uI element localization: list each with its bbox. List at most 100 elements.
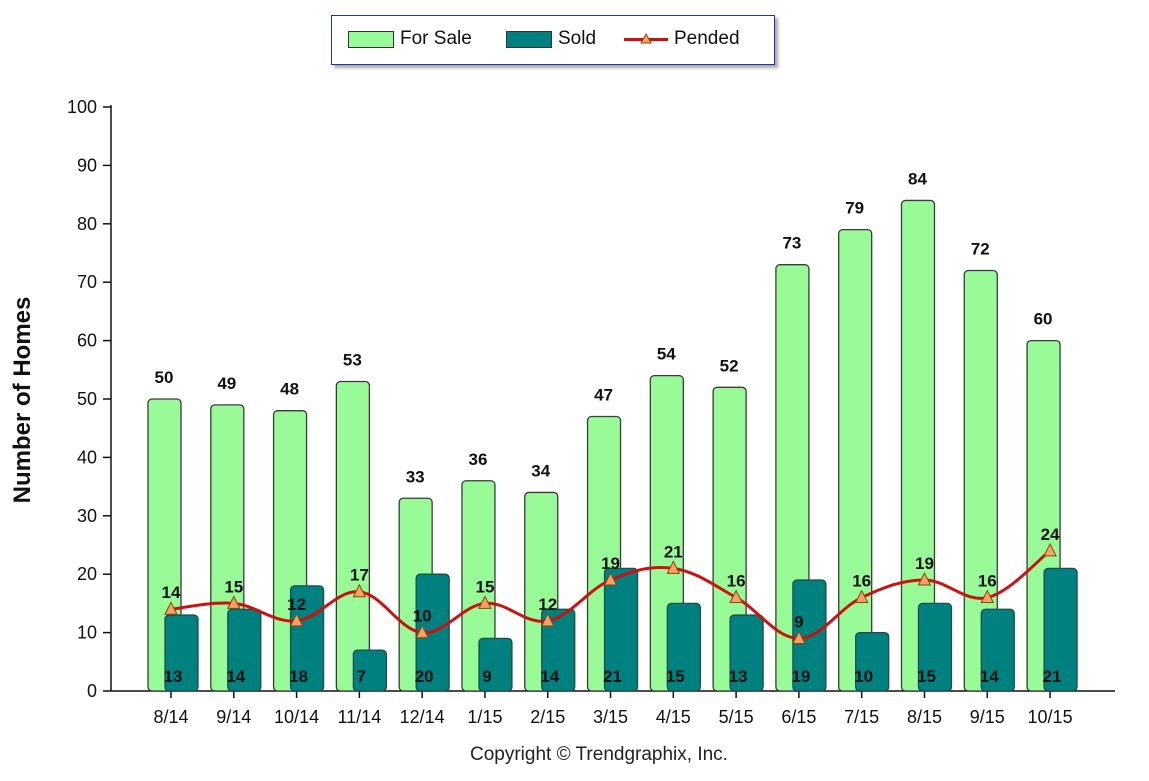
data-label-pended: 16 xyxy=(852,572,871,591)
bar-sold xyxy=(603,567,639,692)
x-tick-label: 7/15 xyxy=(844,707,879,727)
data-label-pended: 19 xyxy=(915,554,934,573)
data-label-sold: 13 xyxy=(729,667,748,686)
bar-for-sale xyxy=(900,199,936,692)
bar-for-sale xyxy=(335,380,371,692)
bar-sold xyxy=(855,631,890,692)
pended-line xyxy=(170,549,1051,640)
legend-label-sold: Sold xyxy=(558,28,597,49)
data-label-sold: 21 xyxy=(603,667,622,686)
pended-marker xyxy=(854,589,869,604)
x-tick-label: 2/15 xyxy=(530,707,565,727)
pended-marker xyxy=(164,601,178,615)
data-label-for-sale: 36 xyxy=(468,450,487,469)
legend-line-pended xyxy=(624,32,668,43)
data-label-pended: 17 xyxy=(350,566,369,585)
data-label-pended: 14 xyxy=(162,583,181,602)
data-label-sold: 9 xyxy=(482,667,491,686)
bar-sold xyxy=(541,608,576,692)
bar-sold xyxy=(1043,567,1078,692)
x-tick-label: 3/15 xyxy=(593,707,628,727)
bar-for-sale xyxy=(963,269,998,692)
data-label-for-sale: 52 xyxy=(720,356,739,375)
x-tick-label: 8/14 xyxy=(153,707,188,727)
data-label-for-sale: 34 xyxy=(531,461,550,480)
pended-marker xyxy=(666,560,681,574)
y-tick-label: 30 xyxy=(77,506,97,526)
pended-marker xyxy=(352,583,367,598)
pended-marker xyxy=(226,595,241,609)
data-label-pended: 24 xyxy=(1041,525,1060,544)
data-label-sold: 18 xyxy=(289,667,308,686)
legend-item-for-sale: For Sale xyxy=(348,28,472,50)
pended-marker xyxy=(980,589,995,604)
bar-sold xyxy=(352,649,388,692)
x-tick-label: 9/15 xyxy=(970,707,1005,727)
x-tick-label: 12/14 xyxy=(400,707,445,727)
data-label-pended: 16 xyxy=(978,572,997,591)
data-label-for-sale: 54 xyxy=(657,345,676,364)
data-label-for-sale: 60 xyxy=(1034,310,1053,329)
bar-sold xyxy=(164,614,199,692)
data-label-pended: 19 xyxy=(601,554,620,573)
legend-swatch-sold xyxy=(506,30,552,48)
data-label-pended: 16 xyxy=(727,572,746,591)
data-label-for-sale: 79 xyxy=(845,199,864,218)
y-tick-label: 10 xyxy=(77,623,97,643)
data-label-pended: 12 xyxy=(538,595,557,614)
data-label-pended: 9 xyxy=(794,612,803,631)
bar-sold xyxy=(980,608,1015,692)
y-tick-label: 60 xyxy=(77,331,97,351)
y-tick-label: 0 xyxy=(87,681,97,701)
x-tick-label: 5/15 xyxy=(719,707,754,727)
data-label-sold: 15 xyxy=(666,667,685,686)
legend-label-for-sale: For Sale xyxy=(400,28,472,49)
data-label-sold: 15 xyxy=(917,667,936,686)
pended-marker xyxy=(415,624,429,639)
bar-sold xyxy=(666,602,701,692)
legend-label-pended: Pended xyxy=(674,28,740,49)
legend-item-pended: Pended xyxy=(624,28,740,50)
pended-marker xyxy=(917,571,932,586)
pended-marker xyxy=(792,630,806,644)
data-label-for-sale: 72 xyxy=(971,240,990,259)
data-label-for-sale: 53 xyxy=(343,350,362,369)
x-tick-label: 11/14 xyxy=(338,707,382,727)
y-axis-title-wrap: Number of Homes xyxy=(9,297,36,504)
x-tick-label: 4/15 xyxy=(656,707,691,727)
bars xyxy=(147,199,1078,692)
data-label-sold: 7 xyxy=(357,667,366,686)
y-tick-label: 100 xyxy=(67,97,97,117)
y-axis-title: Number of Homes xyxy=(9,297,36,504)
data-label-sold: 21 xyxy=(1043,667,1062,686)
bar-for-sale xyxy=(838,228,873,692)
data-label-pended: 10 xyxy=(413,607,432,626)
x-tick-label: 1/15 xyxy=(467,707,502,727)
pended-marker xyxy=(729,589,743,604)
data-label-sold: 14 xyxy=(540,667,559,686)
y-tick-label: 80 xyxy=(77,214,97,234)
data-label-for-sale: 73 xyxy=(782,234,801,253)
x-tick-label: 10/14 xyxy=(274,707,319,727)
copyright-text: Copyright © Trendgraphix, Inc. xyxy=(470,744,728,765)
pended-line-layer xyxy=(164,542,1057,644)
x-tick-label: 10/15 xyxy=(1028,707,1073,727)
pended-marker xyxy=(540,612,555,627)
legend-swatch-for-sale xyxy=(348,30,394,48)
bar-sold xyxy=(227,608,262,692)
data-label-for-sale: 47 xyxy=(594,386,613,405)
y-tick-label: 40 xyxy=(77,447,97,467)
chart-legend: For Sale Sold Pended xyxy=(331,15,775,65)
data-label-pended: 12 xyxy=(287,595,306,614)
pended-marker xyxy=(478,595,492,609)
y-tick-label: 50 xyxy=(77,389,97,409)
data-label-for-sale: 49 xyxy=(217,374,236,393)
data-label-pended: 15 xyxy=(475,577,494,596)
data-labels: 50 49 48 53 33 36 34 47 54 52 73 79 84 72 60 13 14 18 7 20 9… xyxy=(155,169,1062,686)
data-label-pended: 15 xyxy=(224,577,243,596)
x-tick-label: 6/15 xyxy=(781,707,816,727)
data-label-for-sale: 84 xyxy=(908,169,927,188)
legend-item-sold: Sold xyxy=(506,28,596,50)
data-label-sold: 10 xyxy=(854,667,873,686)
